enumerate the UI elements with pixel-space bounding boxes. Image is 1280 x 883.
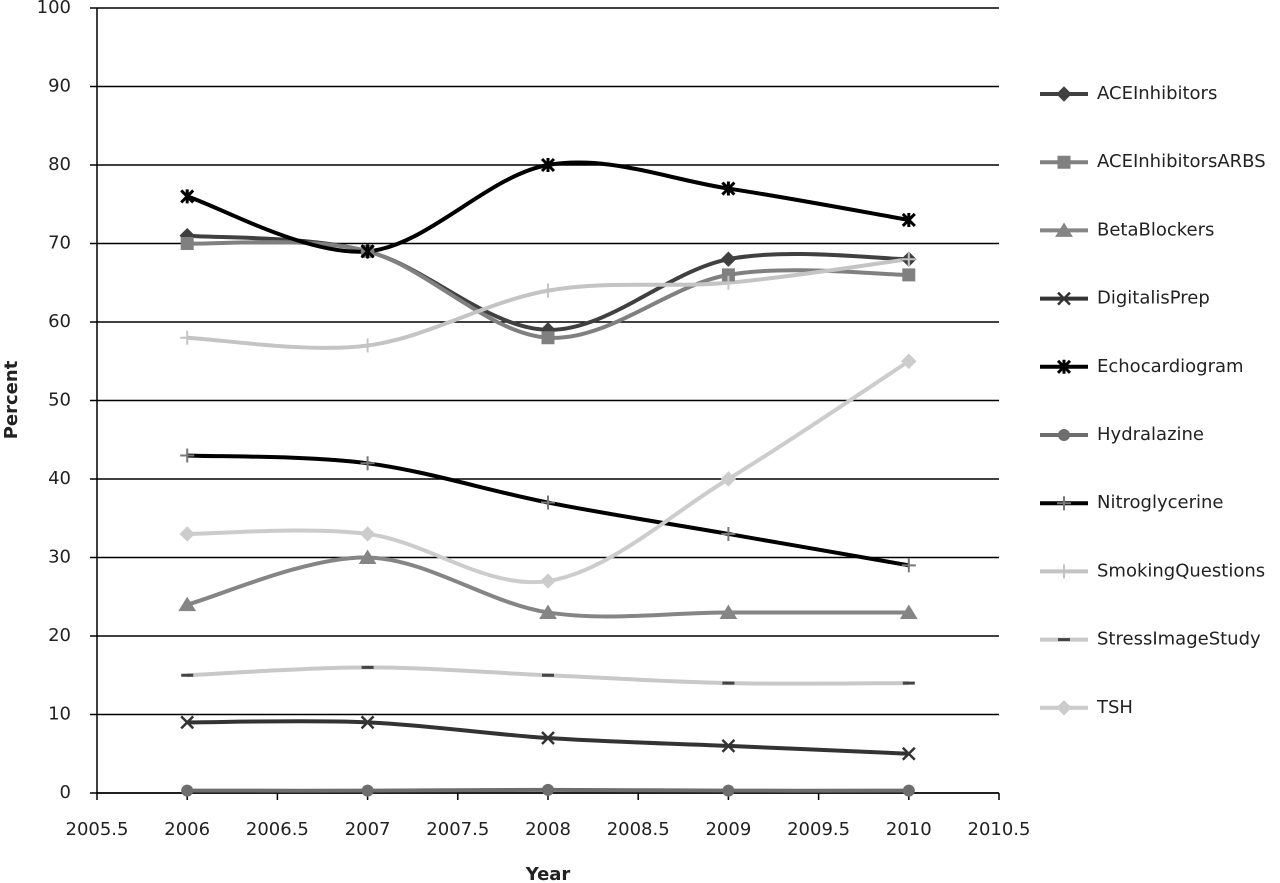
marker bbox=[1057, 155, 1071, 169]
marker bbox=[901, 252, 916, 267]
x-tick-label: 2007 bbox=[345, 819, 391, 840]
y-tick-label: 70 bbox=[48, 233, 71, 254]
y-tick-label: 50 bbox=[48, 390, 71, 411]
marker bbox=[720, 251, 737, 267]
marker bbox=[720, 471, 737, 487]
x-tick-label: 2010 bbox=[886, 819, 932, 840]
marker bbox=[902, 268, 916, 282]
x-tick-label: 2008 bbox=[525, 819, 571, 840]
legend-label: SmokingQuestions bbox=[1097, 560, 1265, 581]
marker bbox=[540, 573, 556, 589]
marker bbox=[541, 731, 555, 745]
marker bbox=[719, 604, 738, 619]
marker bbox=[360, 456, 375, 471]
marker bbox=[721, 268, 735, 282]
series-line bbox=[186, 160, 910, 254]
y-tick-label: 60 bbox=[48, 311, 71, 332]
legend-entry: DigitalisPrep bbox=[1040, 288, 1210, 309]
marker bbox=[180, 330, 195, 345]
y-tick-label: 80 bbox=[48, 154, 71, 175]
marker bbox=[1056, 86, 1072, 102]
x-tick-label: 2010.5 bbox=[968, 819, 1031, 840]
y-axis-title: Percent bbox=[1, 360, 22, 439]
marker bbox=[1057, 496, 1071, 511]
legend-entry: TSH bbox=[1040, 697, 1133, 718]
marker bbox=[179, 526, 195, 542]
marker bbox=[1056, 359, 1072, 374]
marker bbox=[901, 558, 916, 573]
marker bbox=[1055, 222, 1073, 237]
marker bbox=[361, 784, 374, 797]
marker bbox=[180, 448, 195, 463]
marker bbox=[360, 715, 375, 730]
series-line bbox=[187, 453, 910, 568]
marker bbox=[541, 331, 555, 345]
y-tick-label: 10 bbox=[48, 704, 71, 725]
y-tick-label: 90 bbox=[48, 76, 71, 97]
marker bbox=[721, 739, 736, 753]
marker bbox=[181, 784, 194, 797]
x-tick-label: 2009 bbox=[705, 819, 751, 840]
marker bbox=[899, 604, 918, 619]
marker bbox=[540, 157, 556, 173]
x-tick-label: 2008.5 bbox=[607, 819, 670, 840]
legend-label: ACEInhibitorsARBS bbox=[1097, 151, 1266, 172]
legend-label: Nitroglycerine bbox=[1097, 492, 1223, 513]
x-tick-label: 2006 bbox=[164, 819, 210, 840]
marker bbox=[721, 275, 736, 290]
series-line bbox=[187, 233, 909, 332]
marker bbox=[722, 784, 735, 797]
legend-label: ACEInhibitors bbox=[1097, 83, 1217, 104]
marker bbox=[902, 784, 915, 797]
legend-entry: SmokingQuestions bbox=[1040, 560, 1265, 581]
x-tick-label: 2006.5 bbox=[246, 819, 309, 840]
legend-entry: BetaBlockers bbox=[1040, 219, 1214, 240]
marker bbox=[1056, 700, 1072, 716]
legend-entry: StressImageStudy bbox=[1040, 629, 1261, 650]
marker bbox=[180, 715, 195, 730]
legend-entry: Hydralazine bbox=[1040, 424, 1204, 445]
marker bbox=[541, 283, 555, 298]
legend-entry: Nitroglycerine bbox=[1040, 492, 1223, 513]
marker bbox=[180, 189, 195, 204]
x-tick-label: 2007.5 bbox=[426, 819, 489, 840]
marker bbox=[541, 495, 555, 510]
marker bbox=[360, 244, 375, 259]
legend-label: TSH bbox=[1096, 697, 1133, 718]
marker bbox=[178, 596, 197, 612]
series-line bbox=[187, 359, 910, 585]
legend-label: Echocardiogram bbox=[1097, 356, 1244, 377]
marker bbox=[358, 549, 377, 564]
x-axis-title: Year bbox=[525, 864, 571, 883]
marker bbox=[1058, 429, 1070, 441]
legend-label: BetaBlockers bbox=[1097, 219, 1214, 240]
marker bbox=[360, 338, 375, 353]
marker bbox=[721, 181, 736, 196]
marker bbox=[721, 526, 736, 541]
marker bbox=[901, 353, 917, 369]
marker bbox=[180, 237, 194, 250]
legend-entry: Echocardiogram bbox=[1040, 356, 1244, 377]
y-tick-label: 0 bbox=[60, 782, 71, 803]
marker bbox=[359, 526, 376, 542]
legend-entry: ACEInhibitorsARBS bbox=[1040, 151, 1266, 172]
marker bbox=[539, 604, 557, 619]
legend-label: StressImageStudy bbox=[1097, 629, 1261, 650]
x-tick-label: 2005.5 bbox=[66, 819, 129, 840]
legend-entry: ACEInhibitors bbox=[1040, 83, 1217, 104]
marker bbox=[1057, 564, 1071, 579]
x-tick-label: 2009.5 bbox=[787, 819, 850, 840]
legend-label: DigitalisPrep bbox=[1097, 288, 1210, 309]
y-tick-label: 30 bbox=[48, 547, 71, 568]
marker bbox=[1057, 291, 1071, 306]
marker bbox=[901, 212, 916, 228]
y-tick-label: 40 bbox=[48, 468, 71, 489]
y-tick-label: 100 bbox=[37, 0, 71, 18]
marker bbox=[901, 746, 916, 761]
marker bbox=[542, 783, 554, 796]
legend-label: Hydralazine bbox=[1097, 424, 1204, 445]
y-tick-label: 20 bbox=[48, 625, 71, 646]
